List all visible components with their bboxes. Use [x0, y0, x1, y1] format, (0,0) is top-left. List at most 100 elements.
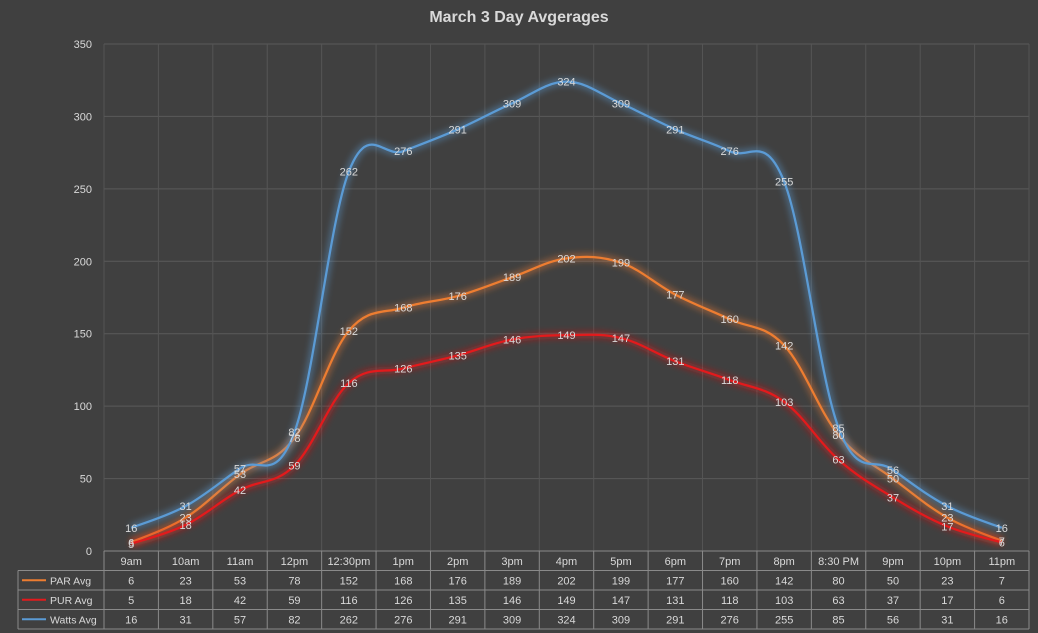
table-cell: 23 [179, 575, 191, 587]
data-label: 53 [234, 469, 246, 481]
table-cell: 5 [128, 595, 134, 607]
data-label: 80 [832, 430, 844, 442]
data-label: 126 [394, 363, 412, 375]
category-label: 6pm [665, 556, 686, 568]
y-tick-label: 350 [74, 39, 92, 51]
table-cell: 31 [941, 614, 953, 626]
data-label: 142 [775, 340, 793, 352]
table-cell: 18 [179, 595, 191, 607]
data-table: 9am 10am 11am 12pm 12:30pm 1pm 2pm 3pm 4pm 5pm 6pm… [17, 550, 1030, 630]
data-label: 31 [941, 501, 953, 513]
data-label: 262 [340, 166, 358, 178]
series-line [130, 333, 1003, 545]
table-cell: 80 [832, 575, 844, 587]
category-label: 1pm [393, 556, 414, 568]
series-line [130, 255, 1003, 544]
category-label: 12:30pm [327, 556, 370, 568]
data-label: 42 [234, 485, 246, 497]
table-cell: 291 [448, 614, 466, 626]
data-label: 199 [612, 258, 630, 270]
data-label: 57 [234, 463, 246, 475]
table-cell: 56 [887, 614, 899, 626]
table-cell: 291 [666, 614, 684, 626]
y-tick-label: 150 [74, 329, 92, 341]
y-tick-label: 200 [74, 256, 92, 268]
chart-title: March 3 Day Avgerages [429, 9, 608, 26]
table-cell: 16 [996, 614, 1008, 626]
data-label: 23 [941, 513, 953, 525]
data-label: 291 [666, 124, 684, 136]
table-cell: 23 [941, 575, 953, 587]
data-label: 7 [999, 536, 1005, 548]
table-cell: 50 [887, 575, 899, 587]
data-label: 324 [557, 77, 575, 89]
category-label: 12pm [281, 556, 309, 568]
y-axis: 0 50 100 150 200 250 300 350 [74, 39, 92, 558]
category-label: 9pm [882, 556, 903, 568]
table-cell: 309 [503, 614, 521, 626]
table-cell: 135 [448, 595, 466, 607]
table-cell: 6 [128, 575, 134, 587]
table-cell: 16 [125, 614, 137, 626]
table-cell: 7 [999, 575, 1005, 587]
data-label: 50 [887, 474, 899, 486]
table-cell: 116 [340, 595, 358, 607]
category-label: 8pm [773, 556, 794, 568]
table-cell: 276 [394, 614, 412, 626]
data-label: 131 [666, 356, 684, 368]
table-cell: 146 [503, 595, 521, 607]
data-label: 82 [288, 427, 300, 439]
table-cell: 37 [887, 595, 899, 607]
data-label: 6 [999, 537, 1005, 549]
y-tick-label: 300 [74, 111, 92, 123]
data-label: 103 [775, 397, 793, 409]
category-label: 8:30 PM [818, 556, 859, 568]
category-label: 7pm [719, 556, 740, 568]
data-label: 135 [448, 350, 466, 362]
data-label: 160 [721, 314, 739, 326]
table-cell: 6 [999, 595, 1005, 607]
table-cell: 160 [721, 575, 739, 587]
table-cell: 103 [775, 595, 793, 607]
table-cell: 255 [775, 614, 793, 626]
data-label: 16 [996, 523, 1008, 535]
table-cell: 309 [612, 614, 630, 626]
data-label: 309 [612, 98, 630, 110]
table-cell: 168 [394, 575, 412, 587]
data-label: 147 [612, 333, 630, 345]
legend-entry: PAR Avg [50, 575, 91, 587]
series-glow [129, 253, 1004, 546]
data-label: 37 [887, 492, 899, 504]
table-cell: 31 [179, 614, 191, 626]
data-label: 5 [128, 539, 134, 551]
category-label: 4pm [556, 556, 577, 568]
table-cell: 59 [288, 595, 300, 607]
data-label: 176 [448, 291, 466, 303]
y-tick-label: 50 [80, 474, 92, 486]
category-label: 10pm [934, 556, 962, 568]
data-label: 78 [288, 433, 300, 445]
table-cell: 78 [288, 575, 300, 587]
data-label: 168 [394, 303, 412, 315]
y-tick-label: 0 [86, 546, 92, 558]
data-label: 255 [775, 177, 793, 189]
data-label: 189 [503, 272, 521, 284]
table-cell: 17 [941, 595, 953, 607]
table-cell: 324 [557, 614, 575, 626]
legend-entry: Watts Avg [50, 614, 97, 626]
y-tick-label: 250 [74, 184, 92, 196]
series-lines [129, 78, 1004, 548]
data-label: 59 [288, 461, 300, 473]
data-label: 31 [179, 501, 191, 513]
data-label: 63 [832, 455, 844, 467]
data-label: 177 [666, 290, 684, 302]
table-cell: 176 [448, 575, 466, 587]
data-label: 16 [125, 523, 137, 535]
table-cell: 82 [288, 614, 300, 626]
data-label: 202 [557, 253, 575, 265]
table-cell: 131 [666, 595, 684, 607]
data-label: 309 [503, 98, 521, 110]
data-label: 18 [179, 520, 191, 532]
table-cell: 177 [666, 575, 684, 587]
